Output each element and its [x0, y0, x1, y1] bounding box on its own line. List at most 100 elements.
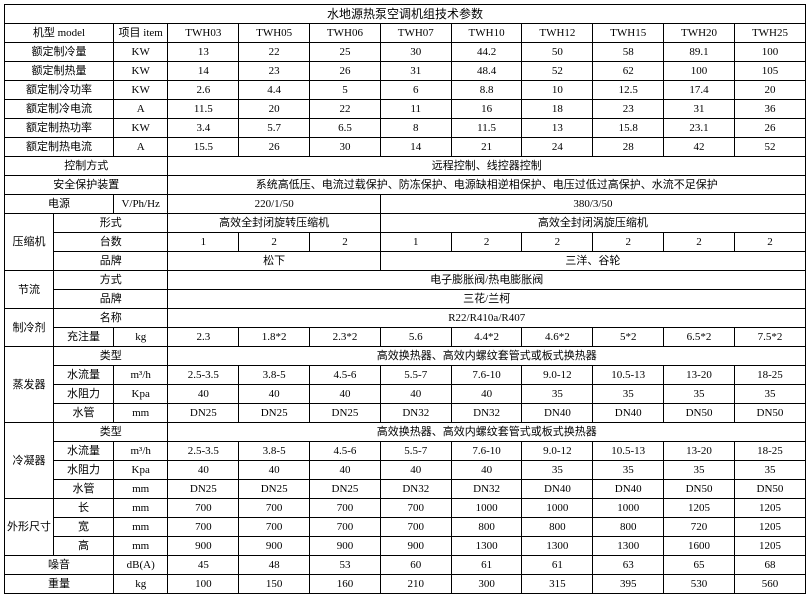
cell: DN25 [168, 404, 239, 423]
cell: 68 [734, 556, 805, 575]
cell: 1300 [593, 537, 664, 556]
cell: 220/1/50 [168, 195, 380, 214]
cell: 9.0-12 [522, 366, 593, 385]
cell: 89.1 [664, 43, 735, 62]
cell: 160 [310, 575, 381, 594]
cell: 额定制热量 [5, 62, 114, 81]
cell: 40 [239, 385, 310, 404]
cell: 800 [593, 518, 664, 537]
cell: 100 [734, 43, 805, 62]
cell: 23.1 [664, 119, 735, 138]
cell: 制冷剂 [5, 309, 54, 347]
cell: 40 [239, 461, 310, 480]
row-power: 电源V/Ph/Hz220/1/50380/3/50 [5, 195, 806, 214]
cell: DN32 [380, 404, 451, 423]
cell: 18-25 [734, 442, 805, 461]
cell: 700 [239, 499, 310, 518]
row-throttle-brand: 品牌三花/兰柯 [5, 290, 806, 309]
cell: 63 [593, 556, 664, 575]
cell: 7.6-10 [451, 366, 522, 385]
cell: 16 [451, 100, 522, 119]
cell: 2 [451, 233, 522, 252]
cell: 1.8*2 [239, 328, 310, 347]
cell: 1 [380, 233, 451, 252]
cell: 2.5-3.5 [168, 442, 239, 461]
row-comp-qty: 台数122122222 [5, 233, 806, 252]
cell: 2.3*2 [310, 328, 381, 347]
cell: 900 [168, 537, 239, 556]
cell: 40 [168, 461, 239, 480]
cell: 电子膨胀阀/热电膨胀阀 [168, 271, 806, 290]
cell: 8 [380, 119, 451, 138]
table-title: 水地源热泵空调机组技术参数 [5, 5, 806, 24]
cell: 5 [310, 81, 381, 100]
cell: 1205 [734, 499, 805, 518]
cell: 380/3/50 [380, 195, 805, 214]
row-comp-type: 压缩机形式高效全封闭旋转压缩机高效全封闭涡旋压缩机 [5, 214, 806, 233]
cell: 40 [451, 385, 522, 404]
cell: 13 [168, 43, 239, 62]
cell: 700 [168, 499, 239, 518]
row-heating-cur: 额定制热电流A15.52630142124284252 [5, 138, 806, 157]
cell: 方式 [54, 271, 168, 290]
cell: 系统高低压、电流过载保护、防冻保护、电源缺相逆相保护、电压过低过高保护、水流不足… [168, 176, 806, 195]
cell: 25 [310, 43, 381, 62]
cell: 台数 [54, 233, 168, 252]
cell: 18-25 [734, 366, 805, 385]
cell: 900 [239, 537, 310, 556]
cell: 24 [522, 138, 593, 157]
cell: 40 [310, 461, 381, 480]
cell: 2.5-3.5 [168, 366, 239, 385]
cell: 3.8-5 [239, 366, 310, 385]
cell: 35 [664, 461, 735, 480]
cell: 14 [380, 138, 451, 157]
cell: 105 [734, 62, 805, 81]
cell: 31 [664, 100, 735, 119]
cell: Kpa [113, 385, 167, 404]
row-evap-flow: 水流量m³/h2.5-3.53.8-54.5-65.5-77.6-109.0-1… [5, 366, 806, 385]
cell: 560 [734, 575, 805, 594]
row-weight: 重量kg100150160210300315395530560 [5, 575, 806, 594]
cell: 1205 [734, 518, 805, 537]
cell: 品牌 [54, 252, 168, 271]
cell: 22 [239, 43, 310, 62]
cell: DN40 [593, 480, 664, 499]
cell: 品牌 [54, 290, 168, 309]
cell: 1600 [664, 537, 735, 556]
cell: 150 [239, 575, 310, 594]
cell: 冷凝器 [5, 423, 54, 499]
cell: 58 [593, 43, 664, 62]
header-row: 机型 model 项目 item TWH03TWH05TWH06TWH07TWH… [5, 24, 806, 43]
cell: 6 [380, 81, 451, 100]
row-evap-resist: 水阻力Kpa404040404035353535 [5, 385, 806, 404]
cell: 2 [310, 233, 381, 252]
cell: 类型 [54, 347, 168, 366]
hdr-m3: TWH07 [380, 24, 451, 43]
cell: 530 [664, 575, 735, 594]
hdr-m4: TWH10 [451, 24, 522, 43]
hdr-m6: TWH15 [593, 24, 664, 43]
cell: 720 [664, 518, 735, 537]
cell: 210 [380, 575, 451, 594]
cell: mm [113, 518, 167, 537]
hdr-m7: TWH20 [664, 24, 735, 43]
cell: m³/h [113, 366, 167, 385]
cell: 5.5-7 [380, 442, 451, 461]
cell: 14 [168, 62, 239, 81]
cell: 水阻力 [54, 461, 114, 480]
cell: 形式 [54, 214, 168, 233]
cell: 10 [522, 81, 593, 100]
hdr-m8: TWH25 [734, 24, 805, 43]
cell: 100 [664, 62, 735, 81]
cell: 4.4*2 [451, 328, 522, 347]
cell: 类型 [54, 423, 168, 442]
cell: KW [113, 62, 167, 81]
cell: 1205 [664, 499, 735, 518]
cell: 4.4 [239, 81, 310, 100]
cell: DN50 [734, 480, 805, 499]
cell: 40 [451, 461, 522, 480]
cell: 48 [239, 556, 310, 575]
cell: 压缩机 [5, 214, 54, 271]
cell: 900 [380, 537, 451, 556]
cell: 三洋、谷轮 [380, 252, 805, 271]
